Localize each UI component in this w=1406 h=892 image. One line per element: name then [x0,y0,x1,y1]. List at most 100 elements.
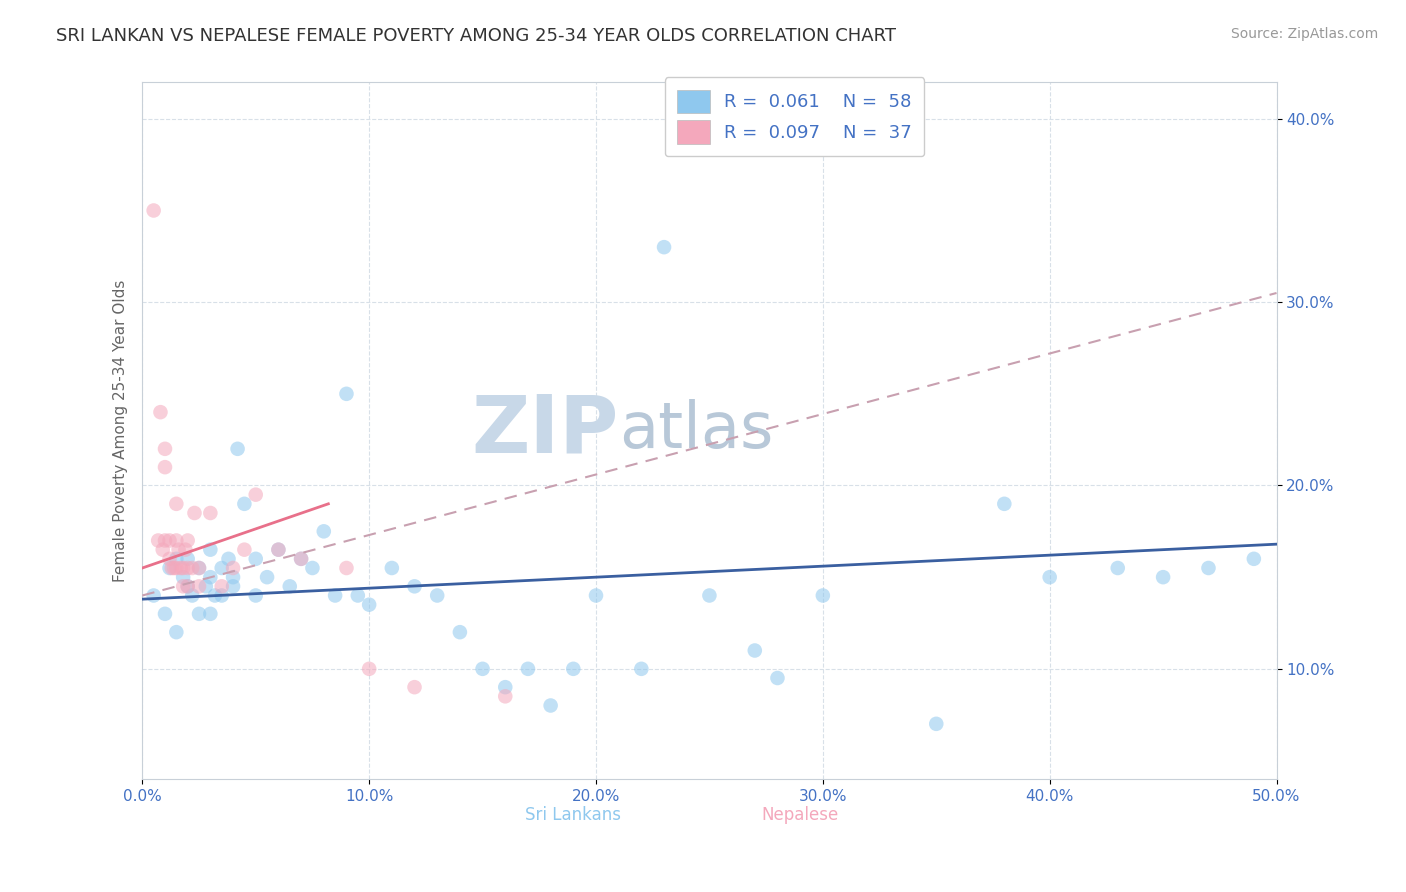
Point [222,570,245,584]
Point [142,589,165,603]
Point [211,561,233,575]
Point [165,625,187,640]
Point [811,589,834,603]
Point [381,561,404,575]
Point [165,551,187,566]
Point [471,662,494,676]
Point [245,488,267,502]
Y-axis label: Female Poverty Among 25-34 Year Olds: Female Poverty Among 25-34 Year Olds [114,279,128,582]
Point [630,662,652,676]
Point [165,533,187,548]
Point [174,542,197,557]
Point [540,698,562,713]
Point [1152,570,1174,584]
Point [172,561,194,575]
Point [176,561,198,575]
Point [152,542,174,557]
Point [211,579,233,593]
Point [1198,561,1220,575]
Point [148,533,170,548]
Point [153,607,176,621]
Legend: R =  0.061    N =  58, R =  0.097    N =  37: R = 0.061 N = 58, R = 0.097 N = 37 [665,78,925,156]
Point [176,579,198,593]
Point [200,607,222,621]
Point [335,387,357,401]
Point [200,506,222,520]
Point [194,579,217,593]
Point [159,561,181,575]
Point [188,561,211,575]
Point [181,589,204,603]
Point [153,533,176,548]
Text: Source: ZipAtlas.com: Source: ZipAtlas.com [1230,27,1378,41]
Point [404,579,426,593]
Point [290,551,312,566]
Text: Sri Lankans: Sri Lankans [526,806,621,824]
Point [426,589,449,603]
Point [218,551,240,566]
Point [172,579,194,593]
Point [562,662,585,676]
Point [226,442,249,456]
Point [335,561,357,575]
Point [233,542,256,557]
Point [200,542,222,557]
Point [188,561,211,575]
Point [153,442,176,456]
Point [200,570,222,584]
Point [142,203,165,218]
Point [176,579,198,593]
Point [167,542,190,557]
Point [170,561,193,575]
Point [404,680,426,694]
Point [245,589,267,603]
Text: SRI LANKAN VS NEPALESE FEMALE POVERTY AMONG 25-34 YEAR OLDS CORRELATION CHART: SRI LANKAN VS NEPALESE FEMALE POVERTY AM… [56,27,896,45]
Text: ZIP: ZIP [471,392,619,469]
Point [359,662,381,676]
Point [766,671,789,685]
Point [312,524,335,539]
Point [301,561,323,575]
Point [183,506,205,520]
Point [204,589,226,603]
Point [744,643,766,657]
Point [181,561,204,575]
Point [267,542,290,557]
Point [925,716,948,731]
Point [222,579,245,593]
Point [159,551,181,566]
Point [245,551,267,566]
Text: Nepalese: Nepalese [762,806,839,824]
Point [172,570,194,584]
Point [1243,551,1265,566]
Point [652,240,675,254]
Point [188,607,211,621]
Point [165,497,187,511]
Point [176,551,198,566]
Point [149,405,172,419]
Point [1107,561,1129,575]
Text: atlas: atlas [619,400,773,461]
Point [494,690,516,704]
Point [211,589,233,603]
Point [1039,570,1062,584]
Point [278,579,301,593]
Point [163,561,186,575]
Point [359,598,381,612]
Point [323,589,346,603]
Point [993,497,1015,511]
Point [585,589,607,603]
Point [176,533,198,548]
Point [516,662,538,676]
Point [494,680,516,694]
Point [346,589,368,603]
Point [222,561,245,575]
Point [233,497,256,511]
Point [256,570,278,584]
Point [267,542,290,557]
Point [165,561,187,575]
Point [290,551,312,566]
Point [699,589,721,603]
Point [153,460,176,475]
Point [160,561,183,575]
